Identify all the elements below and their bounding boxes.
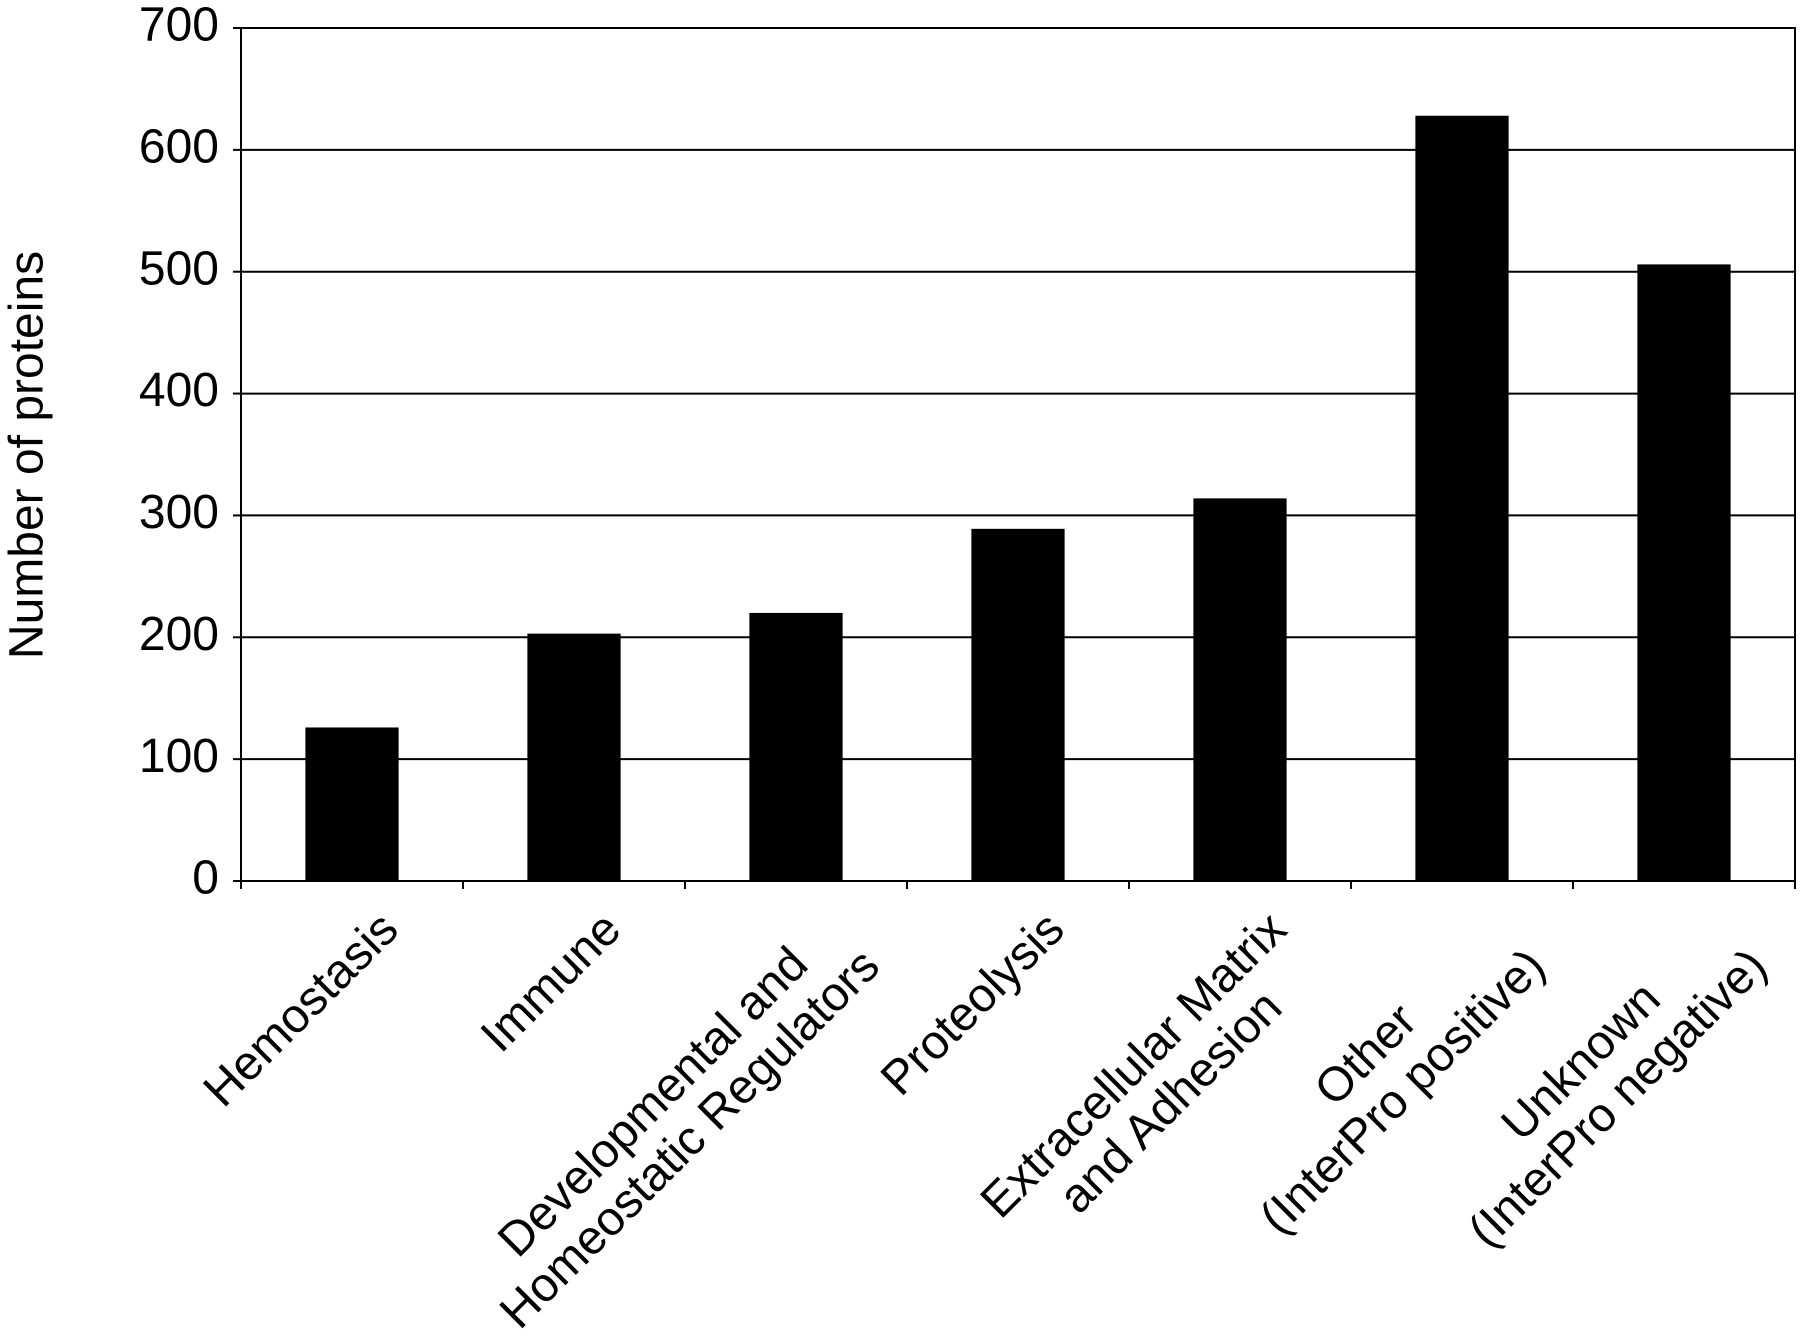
bar	[971, 528, 1065, 881]
y-tick-label: 600	[139, 121, 219, 174]
bar	[527, 633, 621, 881]
y-tick-label: 0	[192, 852, 219, 905]
bar	[1637, 264, 1731, 882]
bar	[1415, 115, 1509, 882]
bar	[1193, 498, 1287, 881]
bar	[305, 727, 399, 881]
y-tick-label: 400	[139, 364, 219, 417]
y-tick-label: 500	[139, 242, 219, 295]
bar	[749, 612, 843, 881]
y-axis-label: Number of proteins	[1, 251, 54, 659]
y-tick-label: 200	[139, 608, 219, 661]
y-tick-label: 100	[139, 730, 219, 783]
y-tick-label: 700	[139, 0, 219, 52]
y-tick-label: 300	[139, 486, 219, 539]
